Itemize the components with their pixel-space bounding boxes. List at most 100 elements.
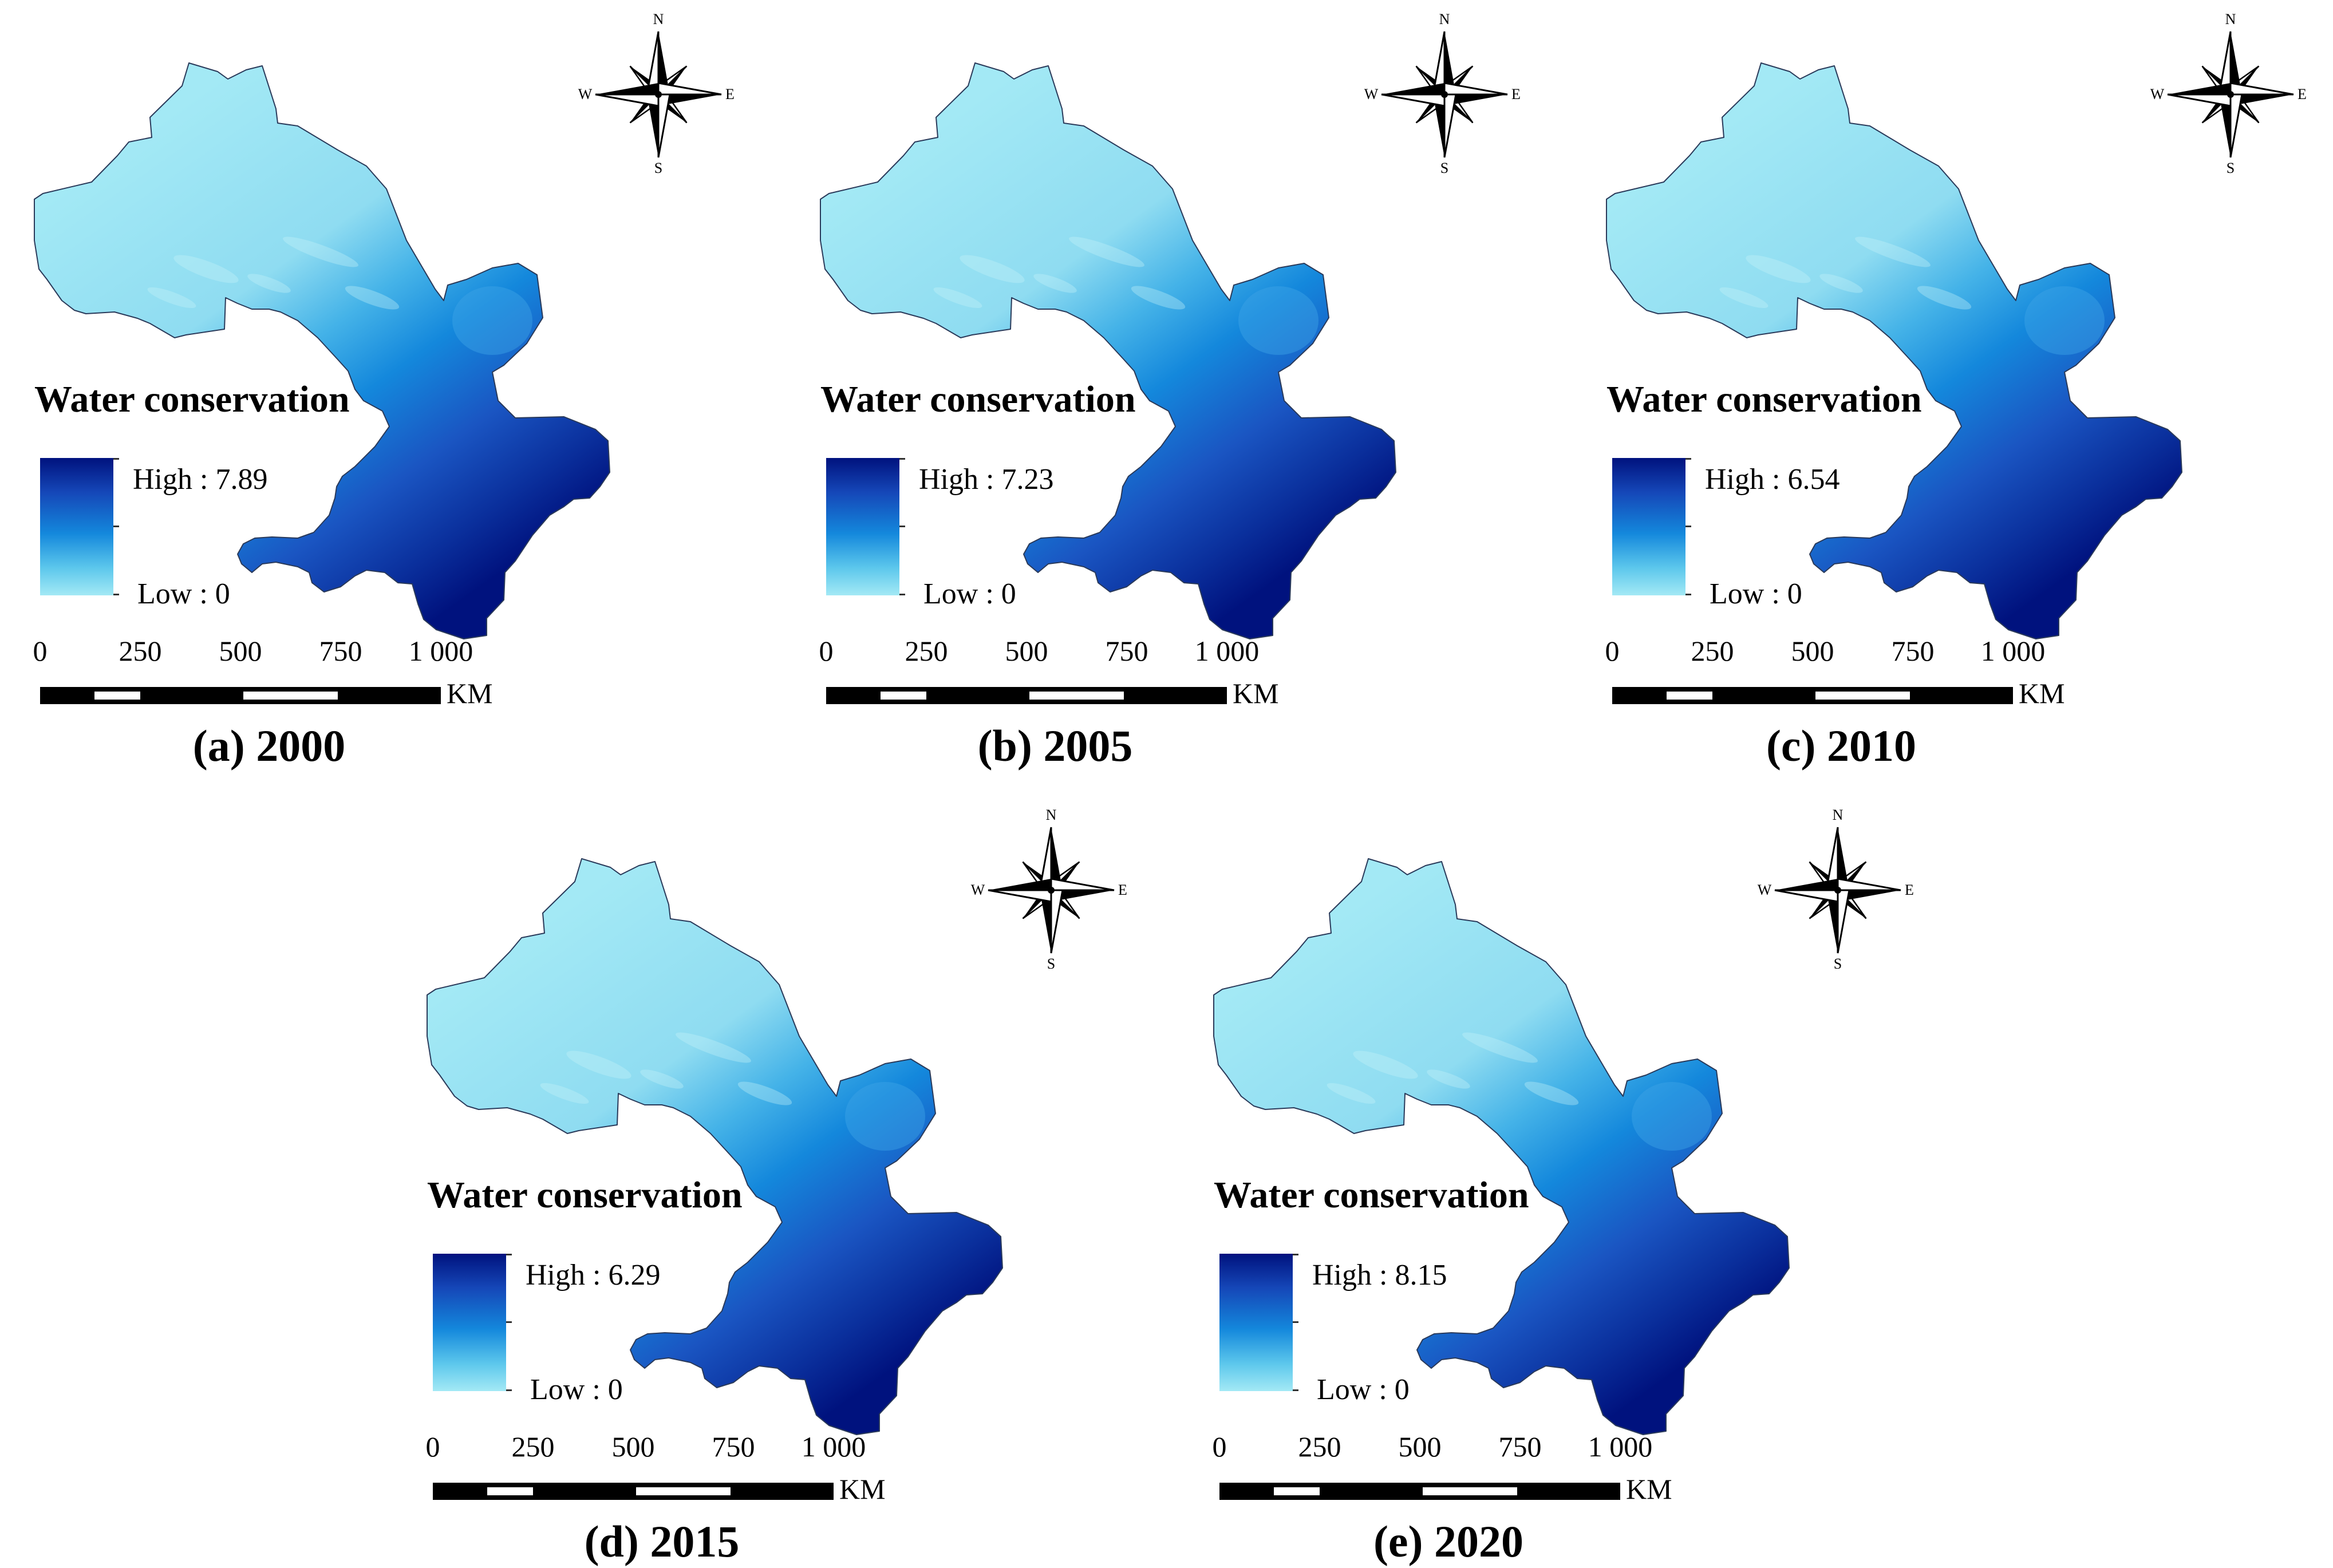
scale-label: 500 <box>611 1431 655 1463</box>
legend-title: Water conservation <box>1606 378 1922 420</box>
panel-caption: (e) 2020 <box>1373 1516 1524 1566</box>
scale-bar-segment <box>1423 1487 1517 1495</box>
scale-label: 0 <box>1605 635 1620 667</box>
province-shape <box>427 858 1003 1435</box>
scale-bar-segment <box>636 1487 731 1495</box>
scale-label: 750 <box>1498 1431 1542 1463</box>
scale-label: 500 <box>219 635 262 667</box>
legend-ticks <box>899 458 907 595</box>
scale-bar-segment <box>487 1487 533 1495</box>
province-shape <box>1213 858 1790 1435</box>
legend-high-label: High : 7.23 <box>919 463 1054 496</box>
scale-unit: KM <box>1233 677 1279 709</box>
compass-label: S <box>1047 955 1055 972</box>
water-conservation-map <box>820 62 1396 639</box>
legend-low-label: Low : 0 <box>530 1373 623 1406</box>
legend-low-label: Low : 0 <box>1710 578 1802 610</box>
panel-caption: (a) 2000 <box>192 721 346 771</box>
map-panel-e: Water conservation High : 8.15 Low : 0 0… <box>1179 796 1969 1566</box>
scale-bar-segment <box>94 692 140 700</box>
province-shape <box>34 62 610 639</box>
compass-label: W <box>2150 86 2165 102</box>
scale-label: 250 <box>1691 635 1734 667</box>
scale-bar <box>40 687 441 704</box>
scale-label: 0 <box>425 1431 440 1463</box>
scale-label: 500 <box>1005 635 1048 667</box>
legend-title: Water conservation <box>34 378 350 420</box>
scale-bar <box>1219 1483 1620 1500</box>
legend-low-label: Low : 0 <box>137 578 230 610</box>
map-panel-c: Water conservation High : 6.54 Low : 0 0… <box>1572 0 2333 771</box>
compass-label: E <box>1511 86 1521 102</box>
scale-label: 1 000 <box>1588 1431 1653 1463</box>
compass-label: E <box>2298 86 2307 102</box>
north-arrow-compass-rose-icon: N S E W <box>971 807 1127 972</box>
compass-label: N <box>1439 11 1450 27</box>
scale-label: 500 <box>1398 1431 1442 1463</box>
scale-bar-segment <box>1667 692 1712 700</box>
compass-label: S <box>1440 160 1448 176</box>
scale-label: 750 <box>1105 635 1148 667</box>
scale-label: 750 <box>712 1431 755 1463</box>
compass-label: E <box>1118 882 1127 898</box>
legend-ticks <box>1685 458 1694 595</box>
scale-labels: 0 250 500 750 1 000 <box>1595 634 2076 669</box>
water-conservation-map <box>427 858 1003 1435</box>
compass-label: N <box>653 11 664 27</box>
panel-caption: (d) 2015 <box>584 1516 740 1566</box>
scale-labels: 0 250 500 750 1 000 <box>23 634 504 669</box>
map-panel-a: Water conservation High : 7.89 Low : 0 0… <box>0 0 790 771</box>
panel-caption: (c) 2010 <box>1766 721 1917 771</box>
compass-label: W <box>971 882 985 898</box>
legend-color-ramp <box>433 1254 506 1391</box>
north-arrow-compass-rose-icon: N S E W <box>578 11 735 176</box>
map-panel-b: Water conservation High : 7.23 Low : 0 0… <box>786 0 1576 771</box>
north-arrow-compass-rose-icon: N S E W <box>2150 11 2307 176</box>
scale-bar-segment <box>1029 692 1124 700</box>
scale-bar-segment <box>243 692 338 700</box>
scale-unit: KM <box>1626 1473 1672 1505</box>
compass-label: E <box>725 86 735 102</box>
scale-bar-segment <box>881 692 926 700</box>
scale-label: 0 <box>1212 1431 1227 1463</box>
scale-labels: 0 250 500 750 1 000 <box>416 1430 897 1464</box>
scale-bar <box>1612 687 2013 704</box>
scale-label: 500 <box>1791 635 1834 667</box>
legend-title: Water conservation <box>1214 1174 1529 1216</box>
legend-color-ramp <box>826 458 899 595</box>
scale-label: 1 000 <box>1194 635 1260 667</box>
scale-bar-segment <box>1274 1487 1320 1495</box>
legend-title: Water conservation <box>820 378 1136 420</box>
legend-title: Water conservation <box>427 1174 743 1216</box>
province-shape <box>820 62 1396 639</box>
scale-unit: KM <box>839 1473 886 1505</box>
compass-label: S <box>654 160 662 176</box>
scale-label: 750 <box>1891 635 1935 667</box>
panel-caption: (b) 2005 <box>977 721 1133 771</box>
scale-label: 250 <box>511 1431 555 1463</box>
legend-high-label: High : 6.29 <box>526 1259 661 1291</box>
scale-label: 1 000 <box>801 1431 866 1463</box>
scale-unit: KM <box>2019 677 2065 709</box>
legend-high-label: High : 7.89 <box>133 463 268 496</box>
water-conservation-map <box>1213 858 1790 1435</box>
legend-high-label: High : 8.15 <box>1312 1259 1447 1291</box>
north-arrow-compass-rose-icon: N S E W <box>1364 11 1521 176</box>
compass-label: N <box>1046 807 1057 823</box>
scale-label: 250 <box>119 635 162 667</box>
legend-ticks <box>506 1254 514 1391</box>
legend-ticks <box>1293 1254 1301 1391</box>
scale-label: 1 000 <box>408 635 473 667</box>
scale-label: 0 <box>819 635 834 667</box>
scale-bar <box>433 1483 834 1500</box>
scale-label: 250 <box>1298 1431 1341 1463</box>
legend-color-ramp <box>1612 458 1685 595</box>
compass-label: N <box>1833 807 1843 823</box>
compass-label: S <box>2227 160 2235 176</box>
north-arrow-compass-rose-icon: N S E W <box>1758 807 1914 972</box>
compass-label: W <box>1758 882 1772 898</box>
scale-labels: 0 250 500 750 1 000 <box>809 634 1290 669</box>
scale-labels: 0 250 500 750 1 000 <box>1202 1430 1683 1464</box>
compass-label: E <box>1905 882 1914 898</box>
